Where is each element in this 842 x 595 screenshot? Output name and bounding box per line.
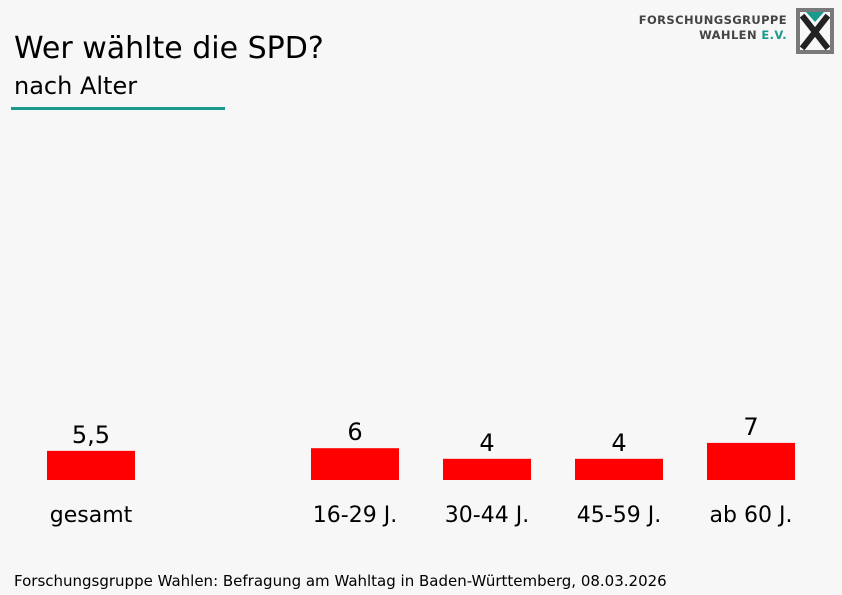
bar-0 — [47, 450, 135, 480]
value-label-0: 5,5 — [72, 421, 110, 449]
value-label-1: 6 — [347, 418, 362, 446]
logo-text-wahlen: WAHLEN — [699, 28, 757, 42]
category-label-4: ab 60 J. — [710, 503, 793, 528]
bar-4 — [707, 442, 795, 480]
bar-2 — [443, 458, 531, 480]
logo: FORSCHUNGSGRUPPE WAHLEN E.V. — [638, 8, 836, 58]
category-label-1: 16-29 J. — [313, 503, 397, 528]
value-label-2: 4 — [479, 429, 494, 457]
source-footer: Forschungsgruppe Wahlen: Befragung am Wa… — [14, 572, 667, 590]
logo-text-ev: E.V. — [761, 28, 787, 42]
title-underline — [11, 107, 225, 110]
bar-3 — [575, 458, 663, 480]
category-label-3: 45-59 J. — [577, 503, 661, 528]
ballot-cross-icon — [796, 8, 834, 54]
logo-text-line1: FORSCHUNGSGRUPPE — [638, 13, 787, 27]
logo-cross — [799, 13, 831, 51]
chart-title: Wer wählte die SPD? — [14, 31, 324, 66]
logo-box — [796, 8, 834, 54]
bar-1 — [311, 448, 399, 480]
logo-accent — [806, 12, 824, 22]
chart-subtitle: nach Alter — [14, 72, 138, 100]
value-label-3: 4 — [611, 429, 626, 457]
logo-text-line2: WAHLEN E.V. — [699, 28, 787, 42]
value-label-4: 7 — [743, 413, 758, 441]
category-label-2: 30-44 J. — [445, 503, 529, 528]
category-label-0: gesamt — [50, 503, 133, 528]
